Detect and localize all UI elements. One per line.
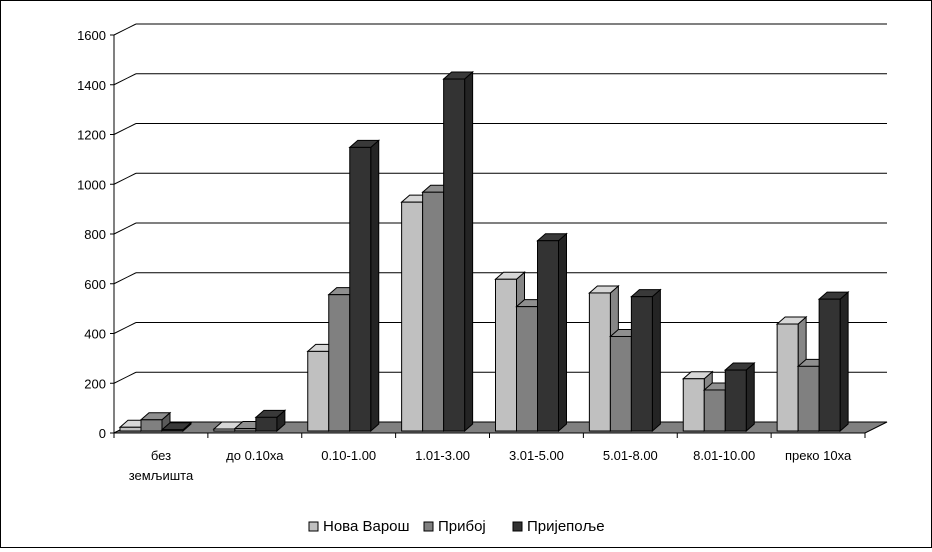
bar	[798, 366, 819, 431]
x-tick-label: до 0.10ха	[226, 448, 284, 463]
bar	[256, 417, 277, 431]
bar	[141, 420, 162, 431]
x-tick-label: преко 10ха	[785, 448, 852, 463]
bar	[631, 297, 652, 431]
bar	[423, 192, 444, 431]
x-tick-label: 8.01-10.00	[693, 448, 755, 463]
bar	[162, 430, 183, 431]
y-tick-label: 1600	[77, 28, 106, 43]
bar	[444, 79, 465, 431]
bar	[402, 202, 423, 431]
x-tick-label: 5.01-8.00	[603, 448, 658, 463]
y-tick-label: 600	[84, 277, 106, 292]
y-tick-label: 400	[84, 327, 106, 342]
bar-side	[652, 290, 660, 431]
bar-side	[840, 292, 848, 431]
legend-swatch	[424, 522, 433, 531]
bar	[819, 299, 840, 431]
gridline-side	[114, 173, 136, 184]
bar	[725, 370, 746, 431]
legend-label: Пријепоље	[527, 518, 605, 535]
x-tick-label: 3.01-5.00	[509, 448, 564, 463]
bar	[538, 241, 559, 431]
legend-swatch	[309, 522, 318, 531]
x-tick-label: земљишта	[129, 468, 194, 483]
bar	[308, 351, 329, 431]
bar	[235, 429, 256, 431]
bar	[214, 429, 235, 431]
bar	[683, 379, 704, 431]
bar	[777, 324, 798, 431]
legend-label: Нова Варош	[323, 518, 410, 535]
bar-side	[465, 72, 473, 431]
bar-side	[371, 140, 379, 431]
y-tick-label: 800	[84, 227, 106, 242]
y-tick-label: 200	[84, 376, 106, 391]
bar-side	[746, 363, 754, 431]
gridline-side	[114, 74, 136, 85]
legend-swatch	[513, 522, 522, 531]
gridline-side	[114, 323, 136, 334]
bar	[610, 336, 631, 431]
gridline-side	[114, 24, 136, 35]
bar	[589, 293, 610, 431]
bar	[496, 279, 517, 431]
bar	[517, 307, 538, 431]
gridline-side	[114, 372, 136, 383]
gridline-side	[114, 223, 136, 234]
gridline-side	[114, 273, 136, 284]
gridline-side	[114, 124, 136, 135]
bar	[704, 390, 725, 431]
x-tick-label: 0.10-1.00	[321, 448, 376, 463]
bar-side	[559, 234, 567, 431]
bar	[350, 147, 371, 431]
x-tick-label: 1.01-3.00	[415, 448, 470, 463]
bar	[120, 427, 141, 431]
legend-label: Прибој	[438, 518, 486, 535]
bar	[329, 295, 350, 431]
y-tick-label: 0	[99, 426, 106, 441]
y-tick-label: 1000	[77, 177, 106, 192]
y-tick-label: 1400	[77, 78, 106, 93]
y-tick-label: 1200	[77, 128, 106, 143]
x-tick-label: без	[151, 448, 171, 463]
